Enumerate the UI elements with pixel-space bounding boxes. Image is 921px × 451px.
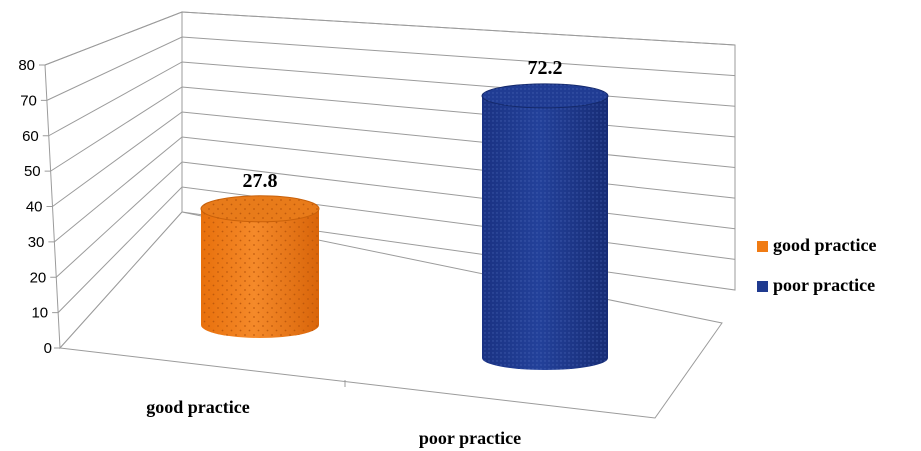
gridline (44, 11, 736, 66)
legend-swatch (757, 281, 768, 292)
bar-top-pattern (482, 83, 608, 108)
bar-top-pattern (201, 195, 319, 222)
legend-label: good practice (773, 235, 876, 255)
gridline (46, 36, 736, 101)
legend-swatch (757, 241, 768, 252)
category-label: poor practice (419, 428, 521, 448)
y-tick-label: 0 (44, 340, 52, 357)
y-axis: 0 10 20 30 40 50 60 70 80 (18, 57, 346, 387)
data-label: 72.2 (528, 57, 563, 79)
legend-label: poor practice (773, 275, 875, 295)
y-tick-label: 70 (20, 92, 37, 109)
y-tick-label: 30 (28, 234, 45, 251)
category-label: good practice (146, 397, 249, 417)
y-tick-label: 50 (24, 163, 41, 180)
y-tick-label: 40 (26, 199, 43, 216)
y-tick-label: 80 (18, 57, 35, 74)
data-labels: 27.8 72.2 (243, 57, 563, 192)
category-labels: good practice poor practice (146, 397, 521, 448)
bar-body-pattern (482, 95, 608, 370)
legend-item: good practice (757, 235, 876, 255)
bar-body-pattern (201, 208, 319, 338)
bars (200, 83, 609, 370)
y-tick-label: 60 (22, 128, 39, 145)
legend: good practice poor practice (757, 235, 876, 295)
y-tick-label: 20 (30, 269, 47, 286)
data-label: 27.8 (243, 170, 278, 192)
bar-good-practice (200, 195, 320, 338)
y-tick-label: 10 (31, 305, 48, 322)
plot-walls (44, 11, 736, 419)
legend-item: poor practice (757, 275, 875, 295)
bar-poor-practice (481, 83, 609, 370)
